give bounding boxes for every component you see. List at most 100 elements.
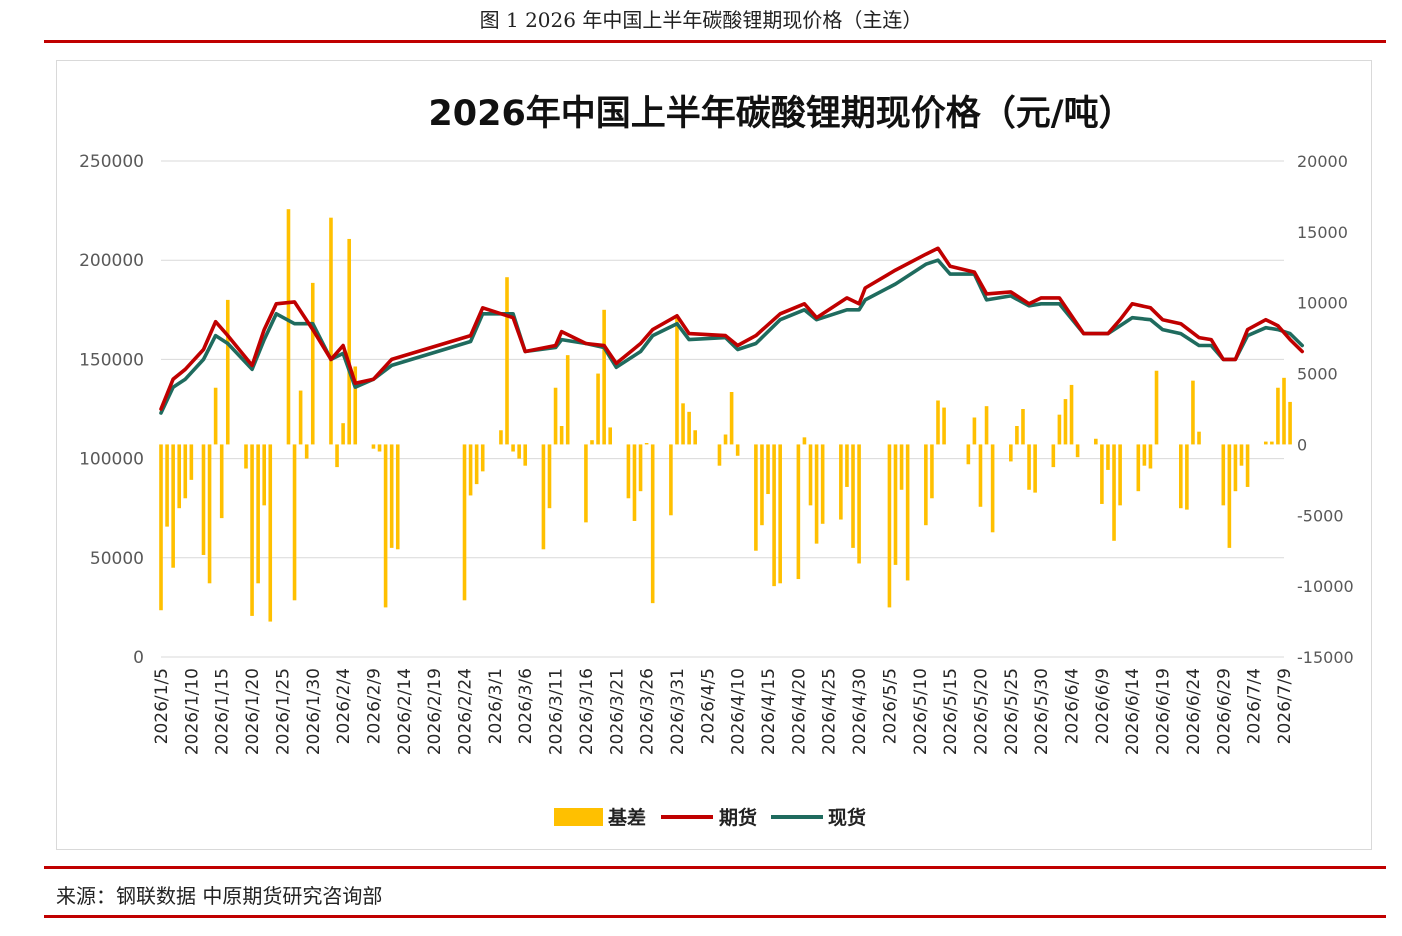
basis-bar bbox=[990, 444, 995, 533]
x-tick-label: 2026/6/9 bbox=[1093, 668, 1113, 744]
basis-bar bbox=[1027, 444, 1031, 490]
basis-bar bbox=[171, 444, 175, 568]
basis-bar bbox=[1245, 444, 1250, 487]
basis-bar bbox=[1227, 444, 1232, 548]
right-tick-label: 5000 bbox=[1297, 365, 1338, 384]
basis-bar bbox=[814, 444, 819, 544]
basis-bar bbox=[1233, 444, 1238, 492]
basis-bar bbox=[899, 444, 904, 490]
legend-swatch-basis bbox=[554, 808, 603, 826]
basis-bar bbox=[553, 387, 558, 445]
left-tick-label: 150000 bbox=[79, 350, 144, 370]
right-tick-label: 10000 bbox=[1297, 294, 1348, 313]
basis-bar bbox=[905, 444, 910, 581]
basis-bar bbox=[225, 299, 230, 445]
basis-bar bbox=[286, 209, 291, 445]
x-tick-label: 2026/2/19 bbox=[425, 668, 445, 755]
basis-bar bbox=[675, 315, 679, 445]
basis-bar bbox=[887, 444, 892, 608]
basis-bar bbox=[590, 440, 594, 445]
x-tick-label: 2026/5/5 bbox=[880, 668, 900, 744]
legend: 基差 期货 现货 bbox=[554, 806, 866, 829]
basis-bar bbox=[1136, 444, 1141, 492]
x-axis: 2026/1/5 2026/1/10 2026/1/15 2026/1/20 2026/… bbox=[152, 668, 1295, 755]
basis-bar bbox=[1191, 380, 1195, 445]
x-tick-label: 2026/3/26 bbox=[638, 668, 658, 755]
basis-bar bbox=[1063, 399, 1068, 445]
basis-bar bbox=[669, 444, 673, 516]
left-tick-label: 200000 bbox=[79, 251, 144, 271]
x-tick-label: 2026/1/15 bbox=[213, 668, 233, 755]
x-tick-label: 2026/4/5 bbox=[698, 668, 718, 744]
basis-bar bbox=[1185, 444, 1189, 510]
chart-title: 2026年中国上半年碳酸锂期现价格（元/吨） bbox=[428, 94, 1133, 134]
basis-bar bbox=[808, 444, 813, 506]
basis-bar bbox=[371, 444, 376, 449]
basis-bar bbox=[341, 423, 345, 445]
basis-bar bbox=[511, 444, 515, 452]
bottom-rule-upper bbox=[44, 866, 1386, 869]
basis-bar bbox=[347, 238, 351, 445]
x-tick-label: 2026/1/10 bbox=[182, 668, 202, 755]
x-tick-label: 2026/6/19 bbox=[1154, 668, 1174, 755]
x-tick-label: 2026/3/16 bbox=[577, 668, 597, 755]
basis-bar bbox=[796, 444, 801, 580]
basis-bar bbox=[462, 444, 467, 601]
basis-bar bbox=[207, 444, 212, 584]
left-tick-label: 50000 bbox=[90, 549, 144, 569]
basis-bar bbox=[845, 444, 849, 487]
figure-caption: 图 1 2026 年中国上半年碳酸锂期现价格（主连） bbox=[479, 8, 923, 32]
basis-bar bbox=[1197, 431, 1201, 445]
basis-bar bbox=[310, 282, 315, 445]
basis-bar bbox=[159, 444, 163, 611]
x-tick-label: 2026/3/31 bbox=[668, 668, 688, 755]
basis-bar bbox=[1075, 444, 1080, 458]
basis-bar bbox=[298, 390, 303, 445]
basis-bar bbox=[1094, 438, 1098, 445]
basis-bar bbox=[687, 411, 691, 445]
basis-bar bbox=[395, 444, 400, 550]
basis-bar bbox=[1221, 444, 1226, 506]
chart-svg: 2026年中国上半年碳酸锂期现价格（元/吨） 05000010000015000… bbox=[79, 94, 1354, 829]
basis-bar bbox=[772, 444, 776, 587]
basis-bar bbox=[499, 430, 503, 445]
basis-bar bbox=[389, 444, 394, 548]
basis-bar bbox=[930, 444, 934, 499]
basis-bar bbox=[820, 444, 825, 524]
source-note: 来源：钢联数据 中原期货研究咨询部 bbox=[56, 884, 383, 908]
basis-bar bbox=[1033, 444, 1037, 493]
basis-bar bbox=[177, 444, 182, 509]
basis-bar bbox=[505, 277, 509, 445]
x-tick-label: 2026/3/21 bbox=[607, 668, 627, 755]
basis-bar bbox=[244, 444, 248, 469]
bottom-rule-lower bbox=[44, 915, 1386, 918]
basis-bar bbox=[268, 444, 273, 622]
basis-bar bbox=[547, 444, 552, 509]
basis-bar bbox=[1142, 444, 1147, 466]
right-tick-label: 0 bbox=[1297, 435, 1307, 454]
x-tick-label: 2026/5/20 bbox=[972, 668, 992, 755]
basis-bar bbox=[250, 444, 254, 616]
basis-bar bbox=[1057, 414, 1062, 445]
basis-bar bbox=[468, 444, 473, 496]
basis-bar bbox=[1276, 387, 1280, 445]
x-tick-label: 2026/3/11 bbox=[547, 668, 567, 755]
x-tick-label: 2026/5/15 bbox=[941, 668, 961, 755]
x-tick-label: 2026/2/9 bbox=[365, 668, 385, 744]
legend-label-spot: 现货 bbox=[828, 806, 866, 829]
basis-bar bbox=[213, 387, 218, 445]
basis-bar bbox=[760, 444, 764, 526]
basis-bar bbox=[584, 444, 588, 523]
basis-bar bbox=[802, 437, 807, 445]
basis-bar bbox=[984, 406, 989, 445]
basis-bar bbox=[729, 391, 734, 445]
basis-bar bbox=[517, 444, 521, 459]
basis-bar bbox=[353, 366, 358, 445]
basis-bar bbox=[1239, 444, 1244, 466]
basis-bar bbox=[480, 444, 485, 472]
legend-label-futures: 期货 bbox=[719, 806, 757, 829]
basis-bar bbox=[262, 444, 266, 506]
basis-bar bbox=[717, 444, 722, 466]
basis-bar bbox=[1148, 444, 1153, 469]
basis-bar bbox=[189, 444, 194, 480]
